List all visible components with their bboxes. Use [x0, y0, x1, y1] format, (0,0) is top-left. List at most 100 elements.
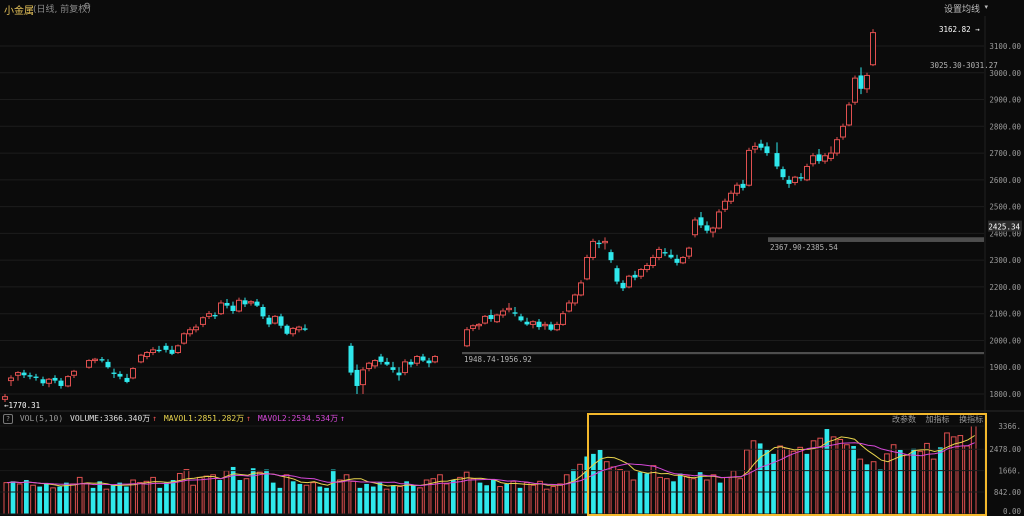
- volume-bar: [230, 466, 236, 514]
- volume-indicator-label[interactable]: VOL(5,10): [19, 414, 64, 423]
- volume-value: VOLUME:3366.340万: [70, 414, 151, 423]
- candle-body: [187, 329, 193, 335]
- price-tick-label: 2400.00: [989, 229, 1021, 238]
- candle-body: [792, 176, 798, 184]
- chart-header: 小金属 (日线, 前复权) ⚙ 设置均线 ▾: [0, 0, 1024, 17]
- candle-body: [716, 211, 722, 229]
- volume-ma-lines: [7, 435, 975, 487]
- volume-bar: [543, 488, 550, 515]
- volume-bar: [30, 484, 36, 515]
- volume-bar: [404, 481, 409, 514]
- candle-body: [58, 380, 64, 386]
- price-tick-label: 2200.00: [989, 283, 1021, 292]
- volume-bar: [884, 453, 890, 515]
- volume-bar: [390, 485, 396, 514]
- ma-settings-button[interactable]: 设置均线: [943, 5, 980, 15]
- candle-body: [33, 376, 39, 378]
- volume-bar: [64, 482, 69, 514]
- switch-indicator-button[interactable]: 换指标: [959, 415, 984, 424]
- volume-bar: [364, 483, 369, 514]
- up-arrow-icon: ↑: [152, 414, 158, 423]
- candle-body: [212, 315, 218, 317]
- volume-bar: [257, 471, 263, 515]
- candle-body: [124, 377, 130, 382]
- volume-bar: [904, 454, 910, 515]
- volume-bar: [410, 485, 416, 514]
- volume-bar: [790, 450, 797, 515]
- volume-chart[interactable]: [3, 425, 977, 515]
- candle-body: [432, 356, 438, 363]
- candle-body: [728, 192, 734, 202]
- candle-body: [786, 179, 792, 184]
- price-tick-label: 2700.00: [989, 149, 1021, 158]
- volume-bar: [477, 482, 483, 514]
- volume-bar: [777, 445, 784, 515]
- volume-bar: [70, 483, 76, 515]
- candle-body: [804, 165, 810, 181]
- candle-body: [254, 301, 260, 306]
- volume-bar: [210, 474, 216, 515]
- volume-bar: [337, 479, 343, 515]
- volume-bar: [957, 435, 964, 515]
- volume-bar: [443, 483, 450, 515]
- candle-body: [390, 367, 396, 370]
- volume-bar: [937, 447, 943, 514]
- price-tick-label: 2600.00: [989, 176, 1021, 185]
- candle-body: [65, 376, 71, 387]
- volume-bar: [550, 486, 557, 515]
- candle-body: [512, 312, 518, 314]
- candle-body: [846, 104, 852, 126]
- candle-body: [360, 369, 366, 386]
- candles[interactable]: [2, 29, 876, 402]
- volume-bar: [844, 444, 850, 515]
- candle-body: [626, 275, 632, 288]
- candle-body: [740, 183, 746, 188]
- candle-body: [156, 349, 162, 352]
- candle-body: [710, 227, 716, 233]
- volume-bar: [750, 440, 757, 515]
- mavol2-line: [7, 442, 975, 487]
- index-title[interactable]: 小金属: [4, 6, 34, 17]
- volume-bar: [837, 438, 844, 515]
- volume-bar: [710, 474, 717, 515]
- candle-body: [150, 349, 156, 354]
- candle-body: [384, 361, 390, 365]
- help-icon[interactable]: ?: [3, 413, 13, 424]
- mavol1-value: MAVOL1:2851.282万: [163, 414, 245, 423]
- candle-body: [722, 200, 728, 210]
- candle-body: [698, 217, 704, 226]
- volume-bar: [3, 482, 10, 515]
- gear-icon[interactable]: ⚙: [83, 2, 92, 12]
- candle-body: [21, 372, 27, 376]
- candle-body: [572, 294, 578, 304]
- candle-body: [248, 301, 254, 304]
- candle-body: [828, 152, 834, 159]
- volume-bar: [357, 487, 363, 514]
- volume-bar: [864, 464, 870, 514]
- volume-bar: [824, 429, 830, 514]
- volume-bar: [470, 478, 477, 515]
- volume-bar: [784, 448, 790, 515]
- current-price-label: 2425.34: [988, 223, 1020, 232]
- candle-body: [230, 305, 236, 312]
- candle-body: [8, 377, 14, 382]
- volume-bar: [671, 481, 676, 514]
- volume-tick-label: 0.00: [1003, 507, 1022, 516]
- candle-body: [378, 356, 384, 362]
- chevron-down-icon[interactable]: ▾: [984, 3, 988, 11]
- edit-params-button[interactable]: 改参数: [892, 415, 916, 424]
- candle-body: [494, 314, 500, 323]
- candle-body: [620, 282, 626, 289]
- add-indicator-button[interactable]: 加指标: [925, 415, 950, 424]
- gap-zone-2: [768, 237, 984, 242]
- volume-bar: [510, 480, 517, 515]
- candle-body: [144, 352, 150, 358]
- volume-header: ? VOL(5,10) VOLUME:3366.340万 ↑ MAVOL1:285…: [0, 413, 760, 425]
- candle-body: [27, 375, 33, 377]
- volume-bar: [203, 475, 210, 515]
- price-tick-label: 3100.00: [989, 42, 1021, 51]
- volume-bar: [504, 483, 510, 514]
- candle-body: [798, 177, 804, 179]
- candle-body: [218, 302, 224, 315]
